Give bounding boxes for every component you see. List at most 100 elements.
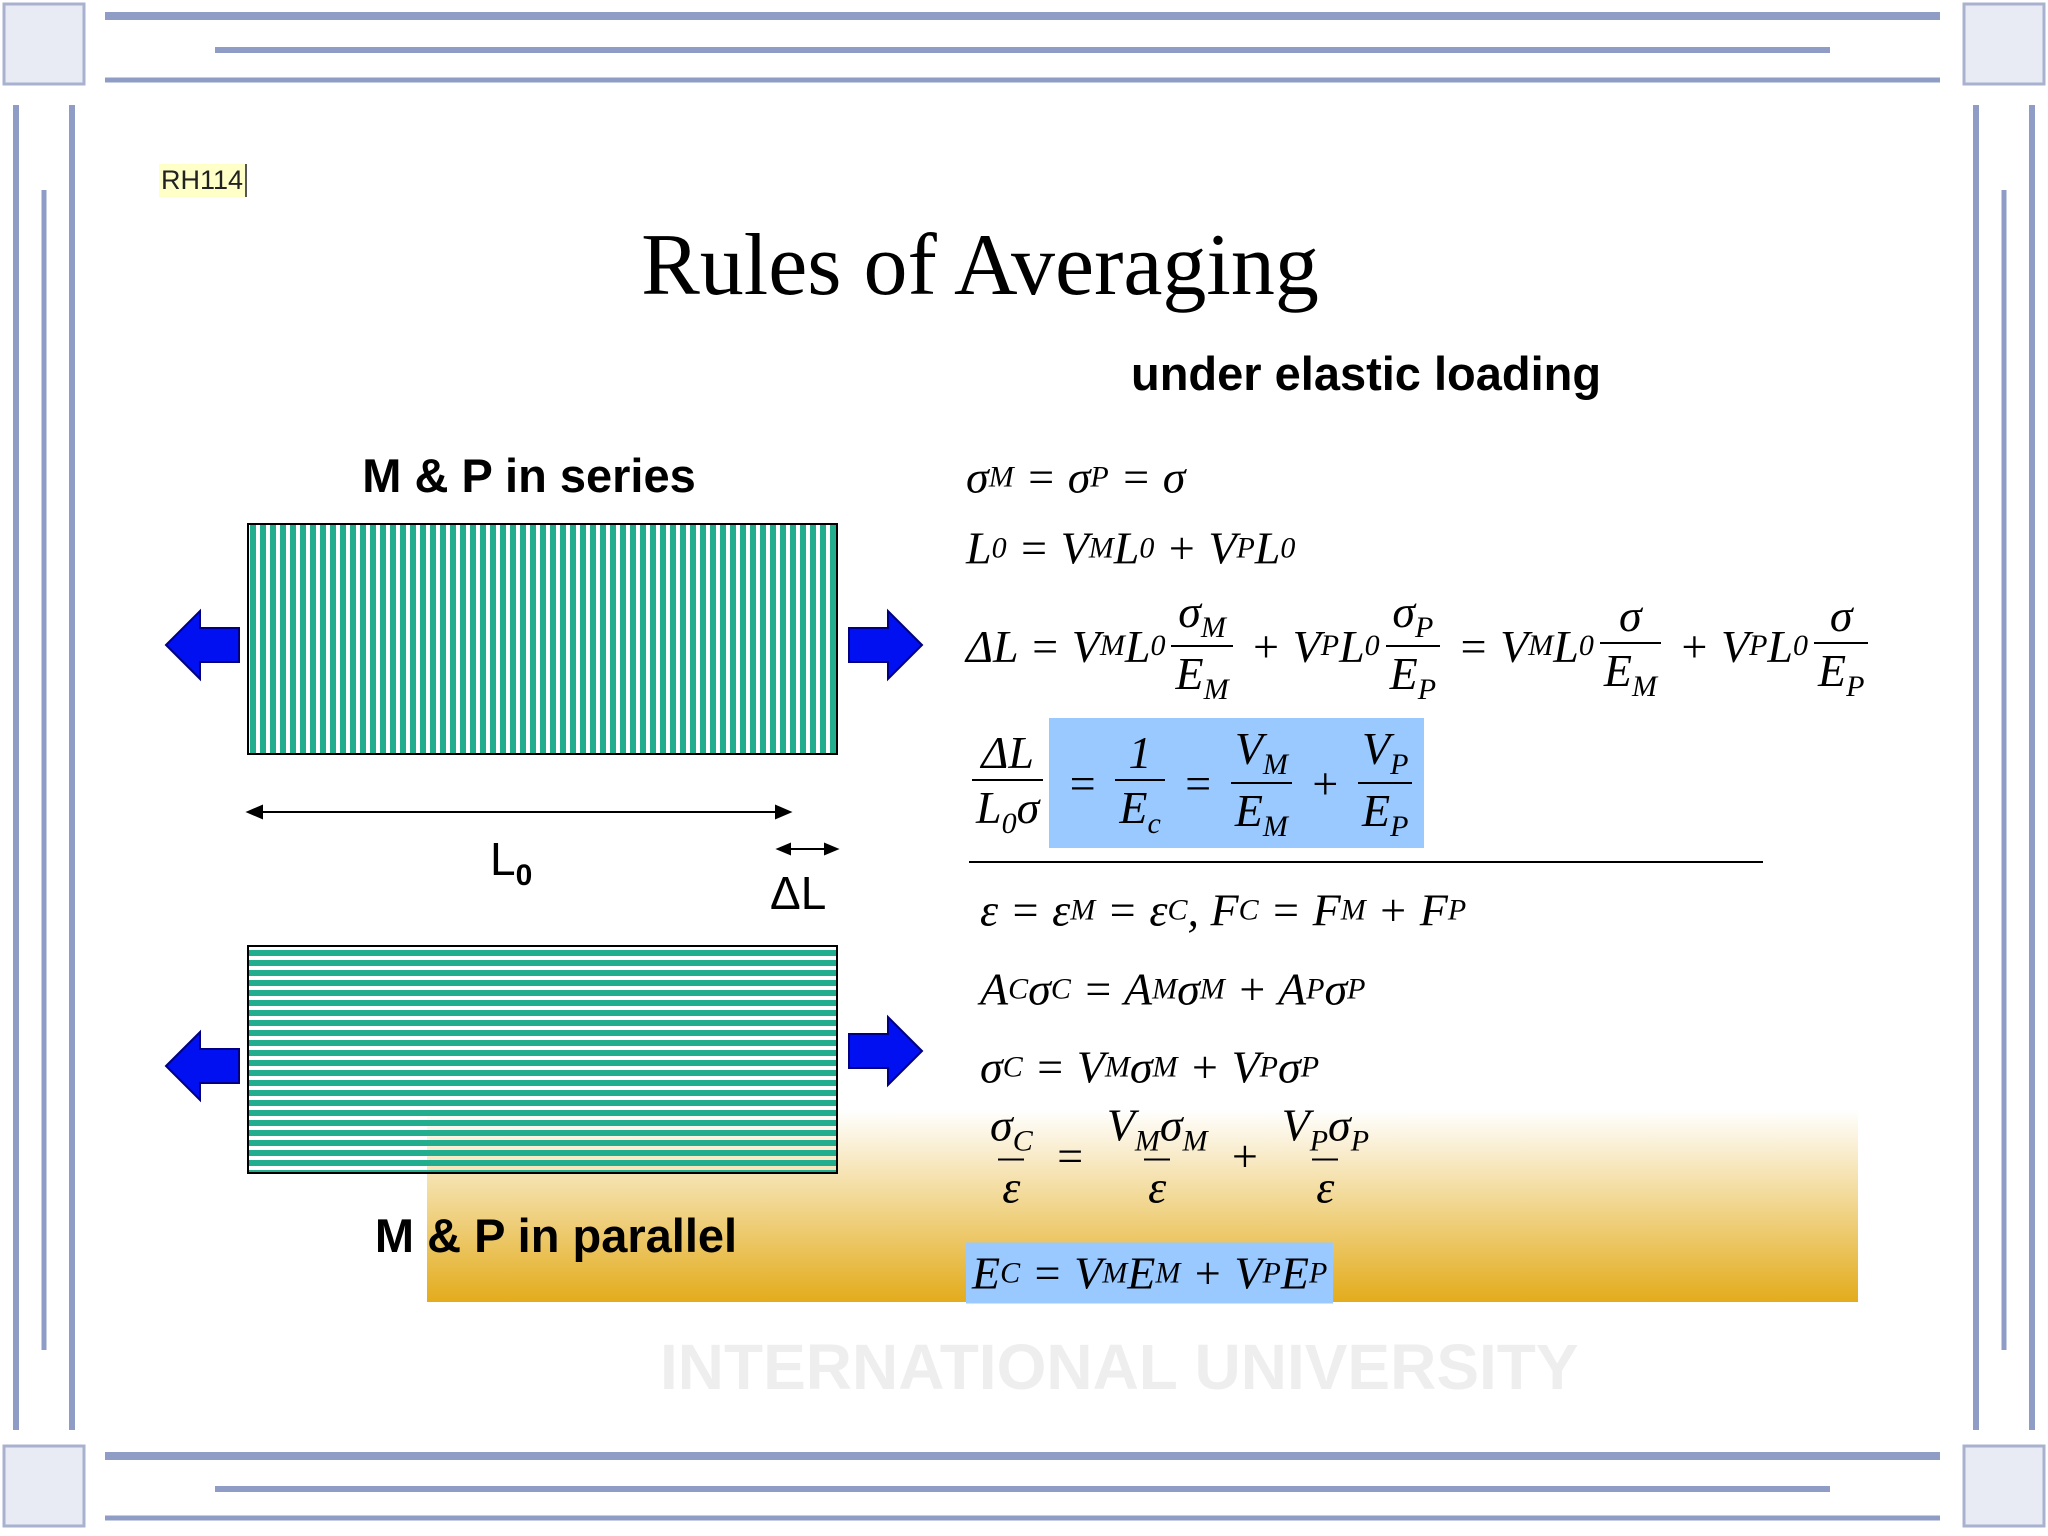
series-label: M & P in series [362,449,696,502]
subscript: P [1415,611,1434,644]
subscript: 0 [991,531,1007,564]
subscript: C [1008,972,1029,1005]
subscript: M [1340,893,1366,926]
numerator: ΔL [977,726,1038,779]
subscript: M [1200,611,1226,644]
subscript: M [1155,1256,1181,1289]
subscript: P [1320,629,1340,662]
math-text: = V [1006,522,1089,574]
fraction: VMσM ε [1103,1099,1212,1214]
series-composite [247,523,838,755]
subscript: P [1309,1124,1329,1158]
fraction: 1 Ec [1115,726,1165,841]
math-text: A [980,963,1009,1015]
math-text: ε [1316,1161,1335,1213]
math-text: σ [1392,586,1416,637]
fraction: VP EP [1357,722,1413,844]
math-text: σ [980,1041,1003,1093]
subscript: C [1238,893,1259,926]
math-text: E [1175,648,1204,699]
subscript: P [1347,972,1366,1005]
math-text: = σ [1108,451,1186,503]
subscript: C [1000,1256,1021,1289]
subscript: P [1846,669,1865,703]
math-text: = F [1258,884,1341,936]
subscript: C [1050,972,1071,1005]
fraction: σ EP [1814,589,1869,704]
denominator: EP [1814,641,1869,704]
subscript: 0 [1280,531,1296,564]
math-text: 1 [1128,726,1152,778]
math-text: ε [1002,1161,1021,1213]
fraction: σM EM [1171,585,1233,707]
math-text: V [1106,1099,1135,1151]
math-text: σ [1324,963,1348,1015]
subscript: C [1002,1050,1023,1083]
math-text: = σ [1013,451,1091,503]
math-text: + A [1224,963,1307,1015]
math-text: E [972,1247,1001,1299]
subscript: 0 [1578,629,1594,662]
subscript: P [1308,1256,1328,1289]
subscript: C [1167,893,1188,926]
fraction: σC ε [986,1099,1037,1214]
math-text: ΔL [981,726,1034,778]
parallel-label: M & P in parallel [374,1209,738,1262]
denominator: EM [1230,782,1292,844]
math-text: σ [1129,1041,1153,1093]
math-text: σ [1178,586,1201,637]
subscript: C [1012,1124,1033,1158]
math-text: L [1113,522,1140,574]
numerator: VM [1231,722,1292,782]
math-text: L [490,833,516,885]
subscript: 0 [1364,629,1380,662]
equation: σC ε = VMσM ε + VPσP ε [980,1099,1379,1214]
subscript: 0 [1793,629,1808,662]
math-text: = V [1446,620,1529,672]
math-text: ΔL = V [966,620,1100,672]
math-text: = ε [1095,884,1168,936]
denominator: EP [1385,645,1441,707]
fraction: VPσP ε [1278,1099,1373,1214]
delta-label: ΔL [770,867,827,919]
math-text: V [1361,723,1391,774]
math-text: σ [1328,1099,1351,1151]
math-text: σ [1016,781,1040,833]
math-text: σ [990,1099,1013,1151]
math-text: + V [1154,522,1237,574]
numerator: VPσP [1278,1099,1373,1159]
subscript: P [1390,748,1409,781]
denominator: EP [1357,782,1413,844]
subscript: M [1203,673,1229,706]
subscript: M [1070,893,1096,926]
subscript: M [1152,1050,1178,1083]
subtitle: under elastic loading [1131,347,1602,400]
subscript: M [1088,531,1114,564]
numerator: VMσM [1103,1099,1212,1159]
math-text: + V [1180,1247,1263,1299]
parallel-composite [247,945,838,1174]
subscript: M [1631,669,1657,703]
math-text: σ [1619,589,1642,641]
subscript: M [1199,972,1225,1005]
numerator: σC [986,1099,1037,1159]
denominator: ε [1144,1158,1171,1214]
fraction: σP EP [1385,585,1441,707]
subscript: M [1262,810,1288,843]
subscript: P [1417,673,1437,706]
math-text: σ [1159,1099,1183,1151]
force-arrows [164,608,924,1103]
subscript: 0 [515,859,533,892]
subscript: P [1259,1050,1278,1083]
subscript: 0 [1139,531,1155,564]
